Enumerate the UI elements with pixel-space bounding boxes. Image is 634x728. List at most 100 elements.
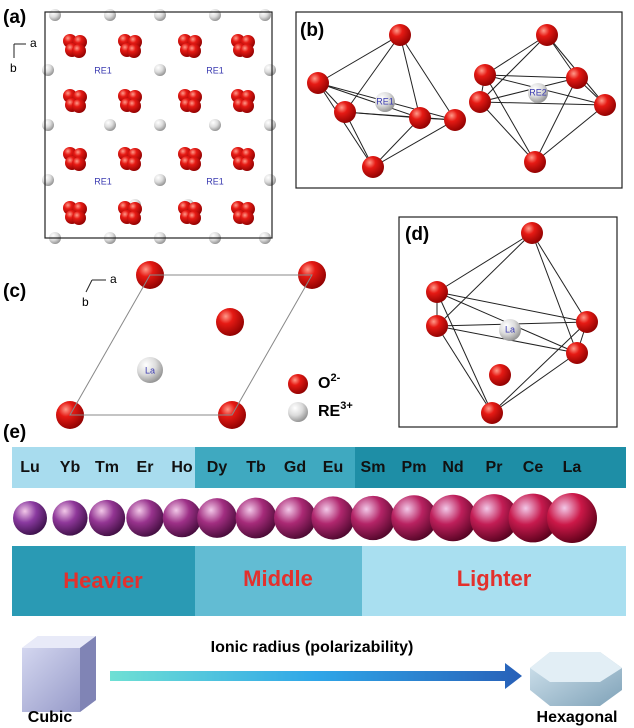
atom bbox=[474, 64, 496, 86]
panel-label: (a) bbox=[3, 7, 26, 28]
atom bbox=[426, 315, 448, 337]
legend-charge: 3+ bbox=[340, 400, 353, 412]
bond bbox=[534, 104, 606, 163]
atom bbox=[154, 174, 166, 186]
element-label: Gd bbox=[284, 459, 306, 476]
bond bbox=[399, 34, 421, 119]
bond bbox=[436, 232, 533, 293]
atom bbox=[154, 9, 166, 21]
atom bbox=[469, 91, 491, 113]
atom bbox=[481, 402, 503, 424]
atom bbox=[566, 67, 588, 89]
ion-sphere bbox=[311, 496, 355, 540]
ion-sphere bbox=[547, 493, 597, 543]
atom bbox=[375, 92, 395, 112]
group-band bbox=[12, 546, 195, 616]
group-band bbox=[362, 546, 626, 616]
atom bbox=[187, 157, 201, 171]
atom bbox=[42, 119, 54, 131]
axis-label: a bbox=[30, 36, 37, 50]
site-label: RE1 bbox=[206, 65, 224, 75]
bond bbox=[317, 34, 401, 84]
bond bbox=[479, 34, 548, 103]
atom bbox=[72, 44, 86, 58]
element-label: Dy bbox=[207, 459, 228, 476]
ion-sphere bbox=[88, 499, 126, 537]
atom bbox=[240, 211, 254, 225]
atom bbox=[42, 64, 54, 76]
element-band bbox=[195, 447, 355, 488]
element-label: Pm bbox=[402, 459, 427, 476]
atom bbox=[187, 99, 201, 113]
bond bbox=[479, 101, 606, 106]
atom bbox=[42, 174, 54, 186]
atom bbox=[409, 107, 431, 129]
atom bbox=[240, 157, 254, 171]
atom bbox=[240, 99, 254, 113]
ion-sphere bbox=[508, 493, 558, 543]
ion-sphere bbox=[470, 494, 518, 542]
atom bbox=[72, 211, 86, 225]
site-label: RE1 bbox=[94, 176, 112, 186]
ion-sphere bbox=[52, 500, 88, 536]
legend-swatch bbox=[288, 402, 308, 422]
bond bbox=[372, 117, 421, 168]
bond bbox=[491, 352, 578, 414]
atom bbox=[594, 94, 616, 116]
atom bbox=[209, 119, 221, 131]
legend-label: O2- bbox=[318, 372, 341, 392]
cubic-shape bbox=[22, 636, 96, 712]
legend-swatch bbox=[288, 374, 308, 394]
site-label: RE2 bbox=[529, 87, 547, 97]
ion-sphere bbox=[274, 497, 316, 539]
atom bbox=[154, 119, 166, 131]
ion-sphere bbox=[126, 499, 164, 537]
element-label: Nd bbox=[442, 459, 463, 476]
element-label: Sm bbox=[361, 459, 386, 476]
bond bbox=[484, 34, 548, 76]
atom bbox=[137, 357, 163, 383]
axis-label: a bbox=[110, 272, 117, 286]
atom bbox=[127, 99, 141, 113]
atom bbox=[264, 119, 276, 131]
ion-sphere bbox=[162, 498, 202, 538]
panel-label: (e) bbox=[3, 422, 26, 443]
atom bbox=[389, 24, 411, 46]
ion-sphere bbox=[235, 497, 277, 539]
site-label: RE1 bbox=[94, 65, 112, 75]
atom bbox=[307, 72, 329, 94]
atom bbox=[264, 174, 276, 186]
panel-label: (d) bbox=[405, 224, 429, 245]
legend-symbol: O bbox=[318, 375, 330, 392]
atom bbox=[362, 156, 384, 178]
atom bbox=[216, 308, 244, 336]
cubic-top bbox=[22, 636, 96, 648]
site-label: La bbox=[505, 324, 515, 334]
group-band bbox=[195, 546, 362, 616]
group-label: Middle bbox=[243, 566, 313, 591]
atom bbox=[264, 64, 276, 76]
bond bbox=[372, 119, 456, 168]
axis-indicator bbox=[85, 279, 106, 293]
axis-label: b bbox=[10, 61, 17, 75]
bond bbox=[484, 74, 536, 163]
panel-frame bbox=[398, 216, 618, 428]
panel-label: (c) bbox=[3, 281, 26, 302]
element-label: Ce bbox=[523, 459, 544, 476]
bond bbox=[531, 232, 588, 323]
element-label: Eu bbox=[323, 459, 343, 476]
group-label: Heavier bbox=[63, 568, 143, 593]
atom bbox=[259, 9, 271, 21]
element-label: Lu bbox=[20, 459, 40, 476]
atom bbox=[49, 9, 61, 21]
site-label: RE1 bbox=[206, 176, 224, 186]
ion-sphere bbox=[391, 495, 437, 541]
panel-frame bbox=[44, 11, 273, 239]
atom bbox=[334, 101, 356, 123]
group-label: Lighter bbox=[457, 566, 532, 591]
atom bbox=[209, 9, 221, 21]
atom bbox=[528, 83, 548, 103]
atom bbox=[524, 151, 546, 173]
atom bbox=[127, 44, 141, 58]
